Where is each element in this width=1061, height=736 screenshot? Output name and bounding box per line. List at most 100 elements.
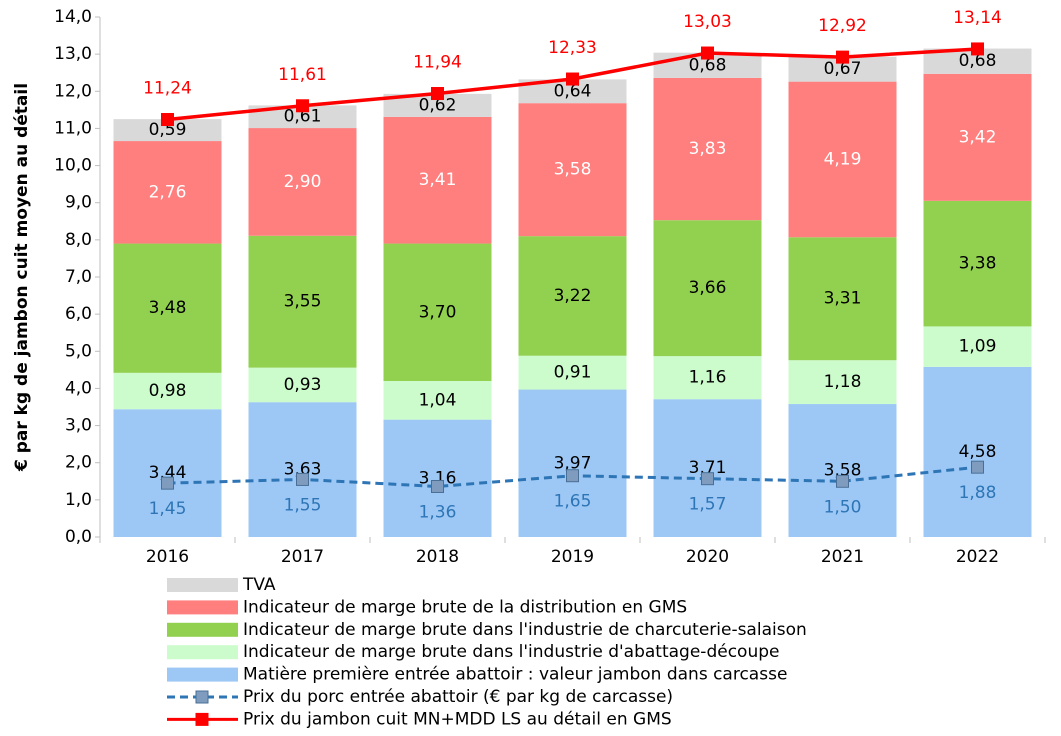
legend-swatch	[167, 578, 238, 592]
line-label: 1,36	[419, 502, 457, 522]
bar-segment	[248, 128, 357, 236]
line-label: 1,88	[959, 483, 997, 503]
y-tick-label: 8,0	[65, 230, 92, 250]
y-tick-label: 10,0	[54, 156, 92, 176]
bar-segment	[383, 93, 492, 117]
legend-label: Prix du porc entrée abattoir (€ par kg d…	[243, 687, 673, 707]
bar-segment	[923, 73, 1032, 201]
y-tick-label: 12,0	[54, 81, 92, 101]
bar-segment	[383, 116, 492, 244]
bar-label: 0,67	[824, 59, 862, 79]
line-label: 1,65	[554, 492, 592, 512]
bar-label: 0,91	[554, 363, 592, 383]
bar-label: 0,68	[959, 51, 997, 71]
bar-label: 3,70	[419, 302, 457, 322]
bar-segment	[248, 105, 357, 129]
y-tick-label: 7,0	[65, 267, 92, 287]
line-label: 1,50	[824, 497, 862, 517]
y-tick-label: 5,0	[65, 341, 92, 361]
bar-segment	[923, 326, 1032, 367]
line-marker	[431, 87, 444, 101]
bar-label: 4,19	[824, 149, 862, 169]
legend-swatch	[167, 622, 238, 637]
bar-label: 3,63	[284, 460, 322, 480]
line-label: 13,14	[953, 8, 1002, 28]
bar-segment	[383, 381, 492, 420]
x-tick-label: 2019	[551, 547, 594, 567]
line-marker	[701, 472, 714, 486]
bar-segment	[248, 367, 357, 403]
bar-label: 3,31	[824, 289, 862, 309]
bar-label: 3,71	[689, 458, 727, 478]
bar-label: 1,09	[959, 337, 997, 357]
bar-segment	[788, 81, 897, 238]
bar-segment	[788, 404, 897, 537]
y-tick-label: 0,0	[65, 527, 92, 547]
line-marker	[566, 72, 579, 86]
bar-segment	[518, 355, 627, 390]
bar-segment	[653, 356, 762, 400]
line-marker	[701, 46, 714, 60]
bar-label: 0,93	[284, 375, 322, 395]
bar-segment	[113, 409, 222, 537]
bar-segment	[518, 79, 627, 104]
line-marker	[431, 479, 444, 493]
bar-label: 1,18	[824, 372, 862, 392]
bar-label: 3,66	[689, 278, 727, 298]
bar-label: 1,16	[689, 368, 727, 388]
bar-segment	[788, 360, 897, 405]
x-tick-label: 2017	[281, 547, 324, 567]
line-label: 12,33	[548, 38, 597, 58]
legend-label: Prix du jambon cuit MN+MDD LS au détail …	[243, 709, 672, 729]
legend-label: Matière première entrée abattoir : valeu…	[243, 665, 787, 685]
bar-segment	[248, 402, 357, 537]
bar-label: 0,68	[689, 55, 727, 75]
line-label: 1,55	[284, 495, 322, 515]
line-label: 1,45	[149, 499, 187, 519]
bar-label: 0,59	[149, 120, 187, 140]
bar-segment	[653, 220, 762, 357]
bar-label: 3,97	[554, 453, 592, 473]
legend-swatch	[167, 645, 238, 660]
bar-segment	[923, 200, 1032, 327]
legend-marker	[195, 712, 209, 726]
bar-label: 3,41	[419, 170, 457, 190]
bar-label: 0,62	[419, 95, 457, 115]
bar-label: 3,58	[554, 160, 592, 180]
line-label: 1,57	[689, 495, 727, 515]
bar-label: 3,38	[959, 254, 997, 274]
legend-label: Indicateur de marge brute dans l'industr…	[243, 620, 807, 640]
legend-swatch	[167, 667, 238, 682]
y-tick-label: 14,0	[54, 7, 92, 27]
line-label: 11,24	[143, 79, 192, 99]
line-label: 11,61	[278, 65, 327, 85]
line-marker	[161, 113, 174, 127]
bar-segment	[113, 141, 222, 244]
line-marker	[296, 472, 309, 486]
legend-label: Indicateur de marge brute dans l'industr…	[243, 642, 779, 662]
y-tick-label: 13,0	[54, 44, 92, 64]
line-marker	[836, 50, 849, 64]
bar-label: 2,90	[284, 172, 322, 192]
line-marker	[836, 474, 849, 488]
line-marker	[566, 469, 579, 483]
line-label: 12,92	[818, 16, 867, 36]
bar-segment	[113, 243, 222, 373]
x-tick-label: 2021	[821, 547, 864, 567]
y-tick-label: 4,0	[65, 378, 92, 398]
line-marker	[161, 476, 174, 490]
bar-label: 2,76	[149, 182, 187, 202]
y-tick-label: 2,0	[65, 453, 92, 473]
legend-swatch	[167, 600, 238, 615]
bar-segment	[113, 119, 222, 142]
legend-label: Indicateur de marge brute de la distribu…	[243, 597, 687, 617]
bar-label: 3,48	[149, 298, 187, 318]
line-marker	[296, 99, 309, 113]
bar-label: 3,83	[689, 139, 727, 159]
y-axis-title: € par kg de jambon cuit moyen au détail	[12, 83, 32, 472]
bar-segment	[653, 77, 762, 221]
bar-segment	[248, 235, 357, 368]
line-label: 11,94	[413, 53, 462, 73]
line-label: 13,03	[683, 12, 732, 32]
